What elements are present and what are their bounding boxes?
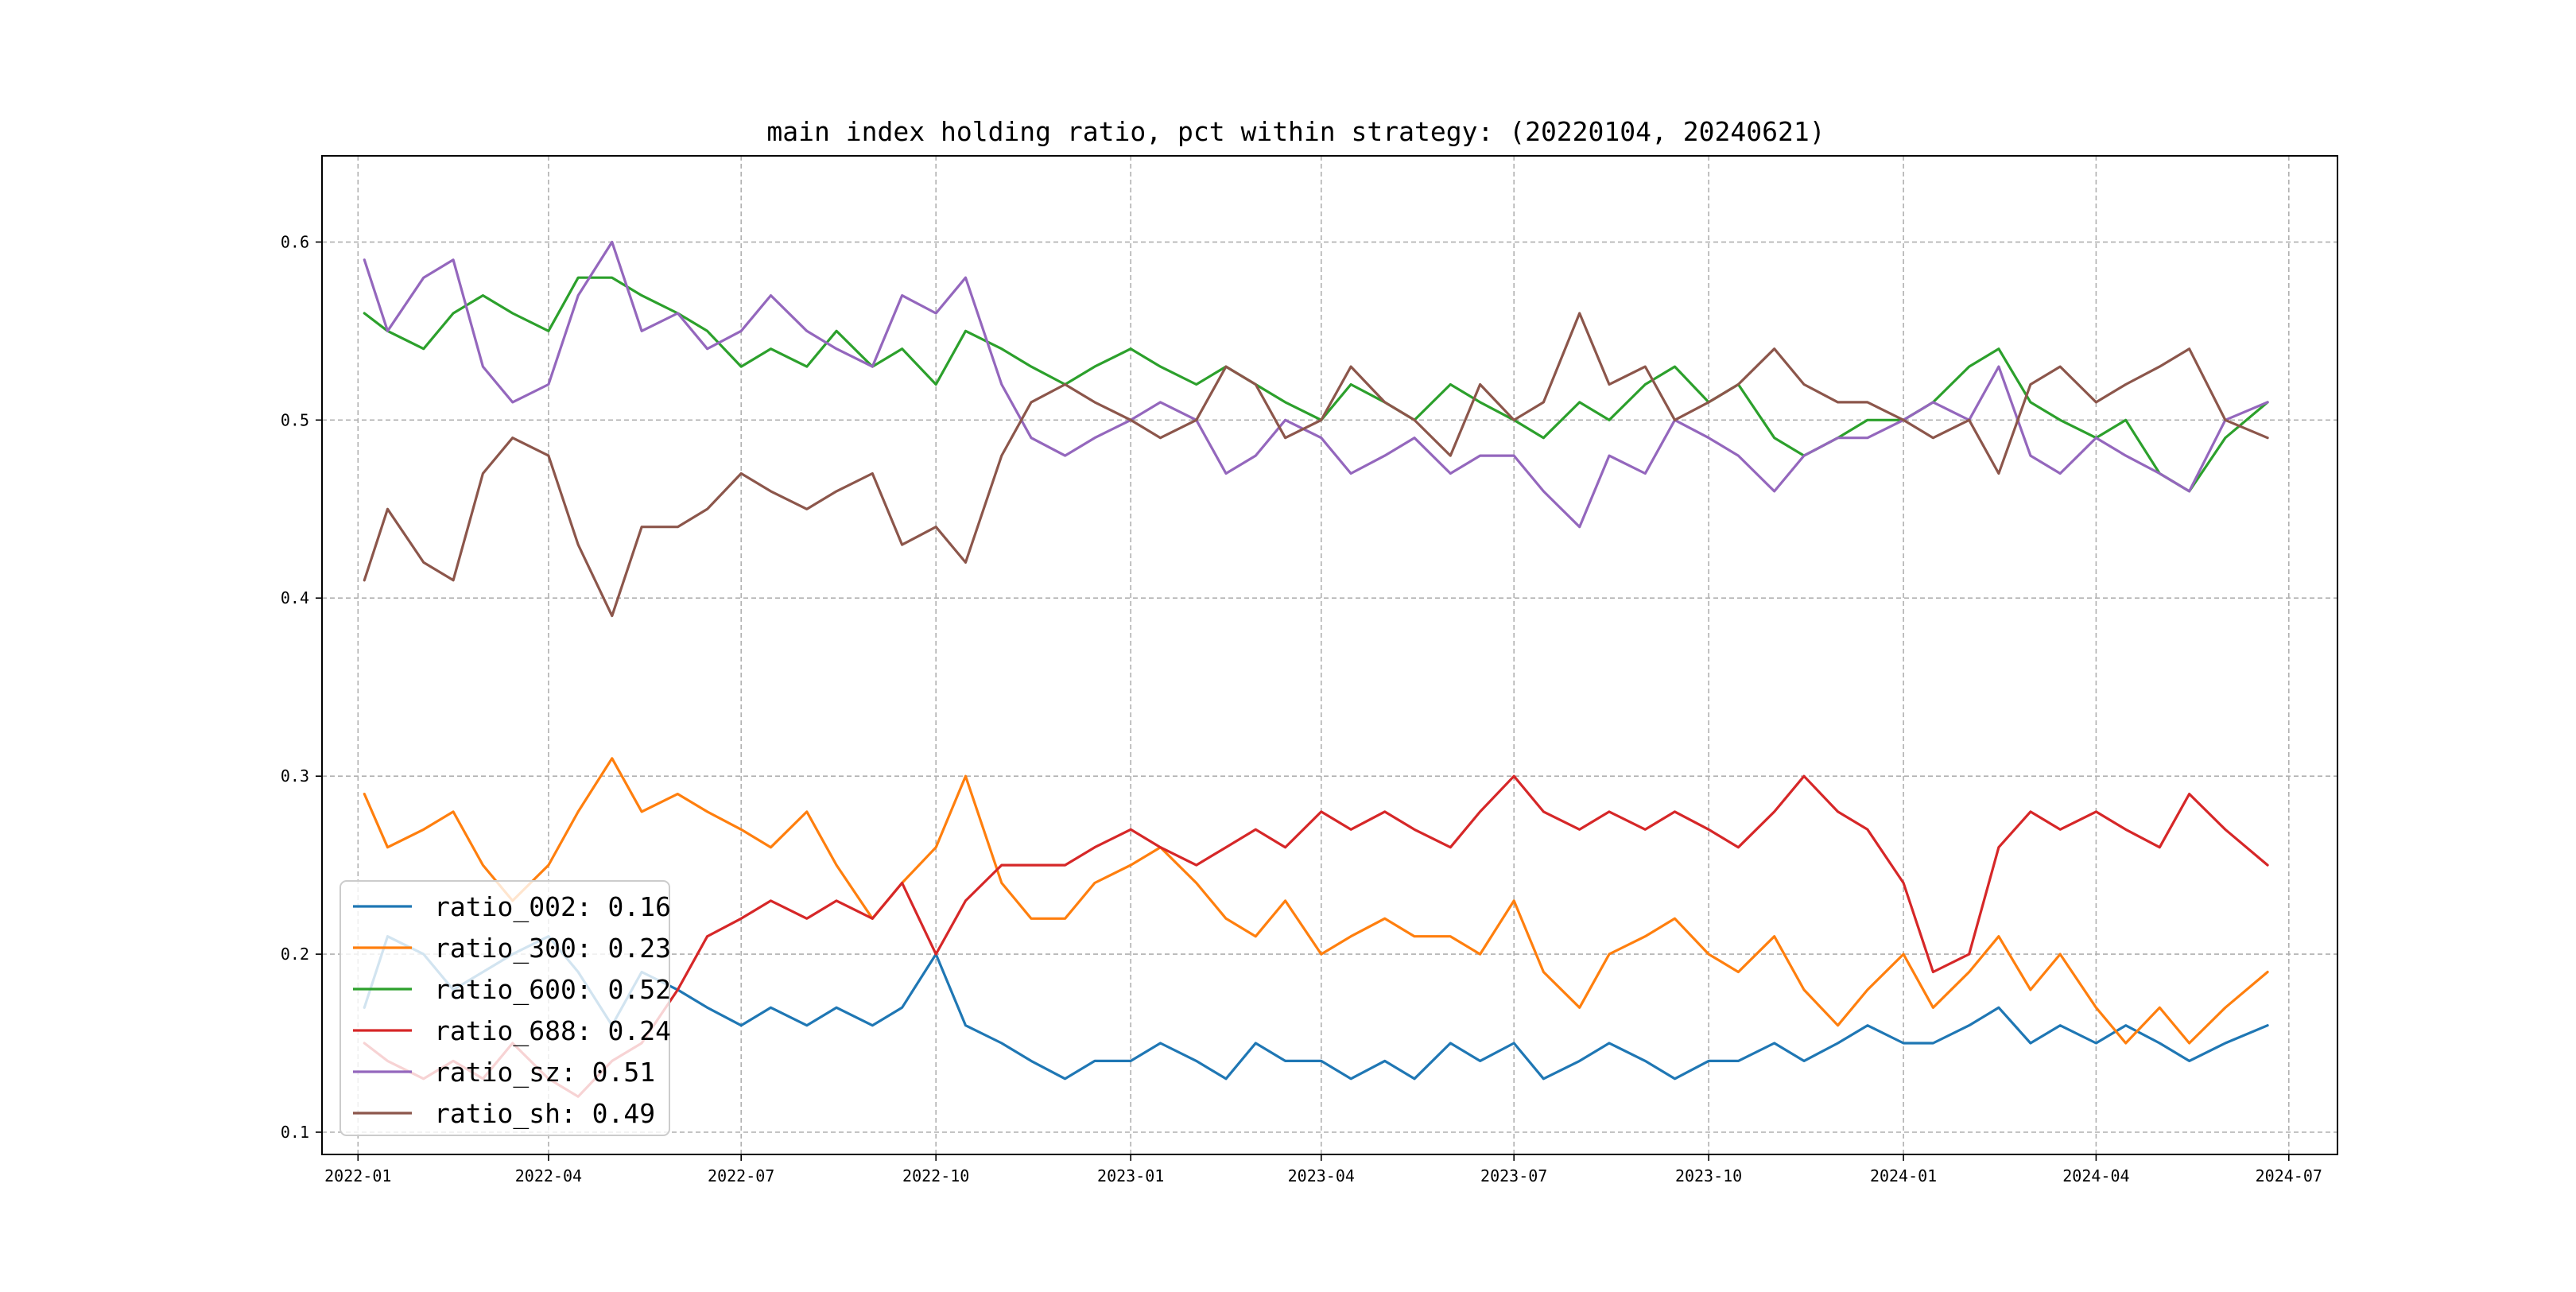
x-tick-label: 2023-10 [1675, 1166, 1742, 1185]
x-tick-label: 2024-04 [2062, 1166, 2129, 1185]
legend-label-ratio_300: ratio_300: 0.23 [434, 933, 671, 964]
x-tick-label: 2022-07 [708, 1166, 774, 1185]
x-tick-label: 2023-07 [1480, 1166, 1547, 1185]
y-tick-label: 0.4 [281, 588, 309, 607]
x-tick-label: 2023-04 [1288, 1166, 1355, 1185]
legend-label-ratio_sz: ratio_sz: 0.51 [434, 1057, 655, 1088]
legend-label-ratio_688: ratio_688: 0.24 [434, 1015, 671, 1047]
y-tick-label: 0.3 [281, 766, 309, 786]
x-tick-label: 2022-10 [902, 1166, 969, 1185]
legend-label-ratio_sh: ratio_sh: 0.49 [434, 1098, 655, 1130]
x-tick-label: 2024-07 [2256, 1166, 2322, 1185]
legend-label-ratio_002: ratio_002: 0.16 [434, 891, 671, 923]
plot-frame [321, 155, 2338, 1155]
legend-label-ratio_600: ratio_600: 0.52 [434, 974, 671, 1006]
series-line-ratio_688 [363, 774, 2269, 1098]
series-line-ratio_002 [363, 935, 2269, 1081]
y-axis: 0.1 0.2 0.3 0.4 0.5 0.6 [281, 232, 322, 1142]
series-line-ratio_600 [363, 276, 2269, 493]
series-lines [363, 240, 2269, 1098]
y-tick-label: 0.6 [281, 232, 309, 251]
x-tick-label: 2022-04 [515, 1166, 582, 1185]
x-tick-label: 2022-01 [324, 1166, 391, 1185]
y-tick-label: 0.1 [281, 1123, 309, 1142]
x-axis: 2022-01 2022-04 2022-07 2022-10 2023-01 2023-… [324, 1154, 2322, 1185]
chart-title: main index holding ratio, pct within str… [766, 116, 1825, 147]
series-line-ratio_sh [363, 312, 2269, 618]
series-line-ratio_300 [363, 757, 2269, 1045]
legend-box [339, 880, 670, 1136]
y-tick-label: 0.5 [281, 410, 309, 429]
x-tick-label: 2024-01 [1870, 1166, 1937, 1185]
legend: ratio_002: 0.16 ratio_300: 0.23 ratio_600:… [339, 880, 671, 1136]
x-tick-label: 2023-01 [1097, 1166, 1164, 1185]
y-tick-label: 0.2 [281, 945, 309, 964]
